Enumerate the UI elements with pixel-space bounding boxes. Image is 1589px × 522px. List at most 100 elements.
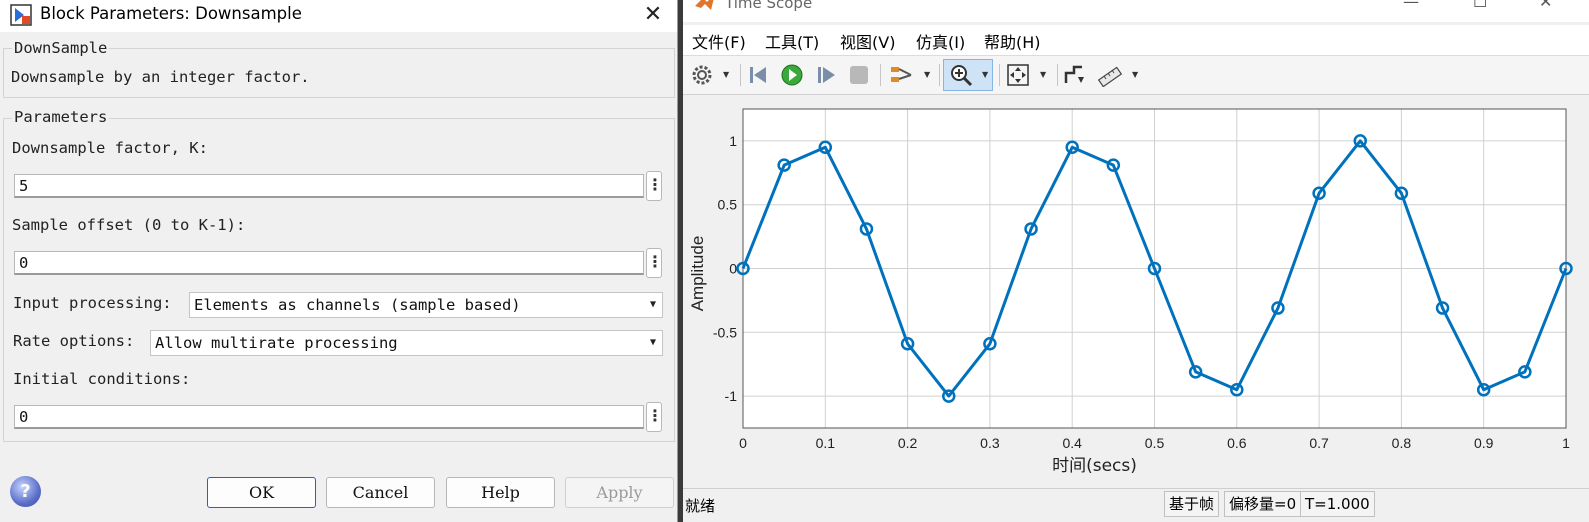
- rate-options-label: Rate options:: [13, 332, 135, 350]
- menu-file[interactable]: 文件(F): [692, 33, 746, 52]
- y-tick-label: 1: [729, 133, 737, 149]
- status-ready: 就绪: [685, 497, 716, 515]
- data-point-marker: [1188, 365, 1203, 379]
- block-group-label: DownSample: [12, 39, 110, 57]
- x-tick-label: 0.2: [898, 435, 918, 451]
- chevron-down-icon: ▼: [649, 299, 656, 310]
- y-tick-label: -1: [725, 388, 738, 404]
- sample-offset-input[interactable]: 0: [14, 251, 644, 275]
- chevron-down-icon[interactable]: ▼: [982, 70, 989, 79]
- scope-statusbar: 就绪 基于帧 偏移量=0 T=1.000: [683, 488, 1589, 522]
- run-icon[interactable]: [779, 63, 805, 87]
- zoom-in-icon[interactable]: [948, 63, 974, 87]
- data-point-marker: [983, 337, 997, 351]
- dialog-titlebar[interactable]: Block Parameters: Downsample ✕: [0, 0, 677, 32]
- downsample-factor-input[interactable]: 5: [14, 174, 644, 198]
- chevron-down-icon[interactable]: ▼: [1040, 70, 1047, 79]
- input-processing-label: Input processing:: [13, 294, 172, 312]
- factor-options-button[interactable]: ⋮: [646, 171, 663, 201]
- x-tick-label: 0.6: [1227, 435, 1247, 451]
- help-icon[interactable]: ?: [10, 476, 41, 507]
- maximize-icon[interactable]: ☐: [1473, 0, 1488, 11]
- data-point-marker: [1312, 186, 1326, 200]
- initial-conditions-input[interactable]: 0: [14, 405, 644, 429]
- triggers-icon[interactable]: [1062, 63, 1088, 87]
- x-axis-label: 时间(secs): [1052, 456, 1137, 476]
- toolbar-separator: [999, 64, 1000, 86]
- measurements-icon[interactable]: [1097, 63, 1123, 87]
- y-axis-label: Amplitude: [688, 236, 707, 312]
- input-processing-select[interactable]: Elements as channels (sample based) ▼: [189, 292, 663, 318]
- initial-conditions-options-button[interactable]: ⋮: [646, 402, 663, 432]
- close-icon[interactable]: ✕: [643, 2, 663, 27]
- data-point-marker: [1435, 301, 1450, 315]
- scope-titlebar[interactable]: Time Scope — ☐ ✕: [683, 0, 1589, 22]
- y-tick-label: -0.5: [713, 324, 737, 340]
- simulink-block-icon: [10, 4, 32, 26]
- help-button[interactable]: Help: [446, 477, 555, 508]
- menu-simulation[interactable]: 仿真(I): [916, 33, 966, 52]
- block-parameters-dialog: Block Parameters: Downsample ✕ DownSampl…: [0, 0, 678, 522]
- menu-tools[interactable]: 工具(T): [765, 33, 820, 52]
- ok-button[interactable]: OK: [207, 477, 316, 508]
- x-tick-label: 0.4: [1062, 435, 1082, 451]
- data-point-marker: [1559, 261, 1573, 276]
- chevron-down-icon: ▼: [649, 337, 656, 348]
- status-offset: 偏移量=0: [1224, 491, 1302, 517]
- data-point-marker: [859, 222, 874, 236]
- time-scope-chart[interactable]: 0 0.1 0.2 0.3 0.4 0.5 0.6 0.7 0.8 0.9 1 1 0.5 0 -0.5 -1…: [683, 95, 1589, 487]
- chevron-down-icon[interactable]: ▼: [924, 70, 931, 79]
- step-back-icon[interactable]: [746, 63, 772, 87]
- data-point-marker: [1271, 301, 1285, 315]
- y-tick-label: 0.5: [718, 197, 738, 213]
- parameters-group: [3, 118, 675, 442]
- signal-select-icon[interactable]: [889, 63, 915, 87]
- data-point-marker: [1230, 382, 1244, 397]
- data-point-marker: [1518, 365, 1532, 379]
- rate-options-select[interactable]: Allow multirate processing ▼: [150, 330, 663, 356]
- stop-icon[interactable]: [846, 63, 872, 87]
- data-point-marker: [1394, 186, 1409, 200]
- x-tick-label: 0.8: [1392, 435, 1412, 451]
- initial-conditions-label: Initial conditions:: [13, 370, 191, 388]
- step-forward-icon[interactable]: [813, 63, 839, 87]
- x-tick-label: 0.5: [1145, 435, 1165, 451]
- background-window-edge: [678, 0, 683, 522]
- offset-options-button[interactable]: ⋮: [646, 248, 663, 278]
- apply-button[interactable]: Apply: [565, 477, 674, 508]
- chevron-down-icon[interactable]: ▼: [1132, 70, 1139, 79]
- data-point-marker: [1147, 261, 1162, 276]
- data-point-marker: [777, 158, 791, 172]
- x-tick-label: 0.9: [1474, 435, 1494, 451]
- downsample-factor-label: Downsample factor, K:: [12, 139, 208, 157]
- status-frame-based: 基于帧: [1164, 491, 1220, 517]
- scope-menubar: 文件(F) 工具(T) 视图(V) 仿真(I) 帮助(H): [683, 25, 1589, 56]
- block-description: Downsample by an integer factor.: [11, 68, 310, 86]
- x-tick-label: 0.1: [816, 435, 836, 451]
- input-processing-value: Elements as channels (sample based): [194, 296, 521, 314]
- menu-view[interactable]: 视图(V): [840, 33, 896, 52]
- gear-icon[interactable]: [689, 63, 715, 87]
- matlab-logo-icon: [695, 0, 714, 10]
- x-tick-label: 0.7: [1309, 435, 1329, 451]
- data-point-marker: [1024, 222, 1038, 236]
- parameters-group-label: Parameters: [12, 108, 110, 126]
- toolbar-separator: [939, 64, 940, 86]
- fit-to-view-icon[interactable]: [1005, 63, 1031, 87]
- minimize-icon[interactable]: —: [1403, 0, 1419, 11]
- scope-title: Time Scope: [725, 0, 813, 12]
- scope-plot-area: 0 0.1 0.2 0.3 0.4 0.5 0.6 0.7 0.8 0.9 1 1 0.5 0 -0.5 -1…: [683, 95, 1589, 487]
- close-icon[interactable]: ✕: [1539, 0, 1553, 11]
- data-point-marker: [1476, 382, 1491, 397]
- x-tick-label: 0: [739, 435, 747, 451]
- menu-help[interactable]: 帮助(H): [984, 33, 1041, 52]
- data-point-marker: [1065, 140, 1079, 155]
- sample-offset-label: Sample offset (0 to K-1):: [12, 216, 246, 234]
- y-tick-label: 0: [729, 261, 737, 277]
- cancel-button[interactable]: Cancel: [326, 477, 435, 508]
- toolbar-separator: [880, 64, 881, 86]
- time-scope-window: Time Scope — ☐ ✕ 文件(F) 工具(T) 视图(V) 仿真(I)…: [683, 0, 1589, 522]
- x-tick-label: 0.3: [980, 435, 1000, 451]
- chevron-down-icon[interactable]: ▼: [723, 70, 730, 79]
- series-line: [741, 139, 1568, 398]
